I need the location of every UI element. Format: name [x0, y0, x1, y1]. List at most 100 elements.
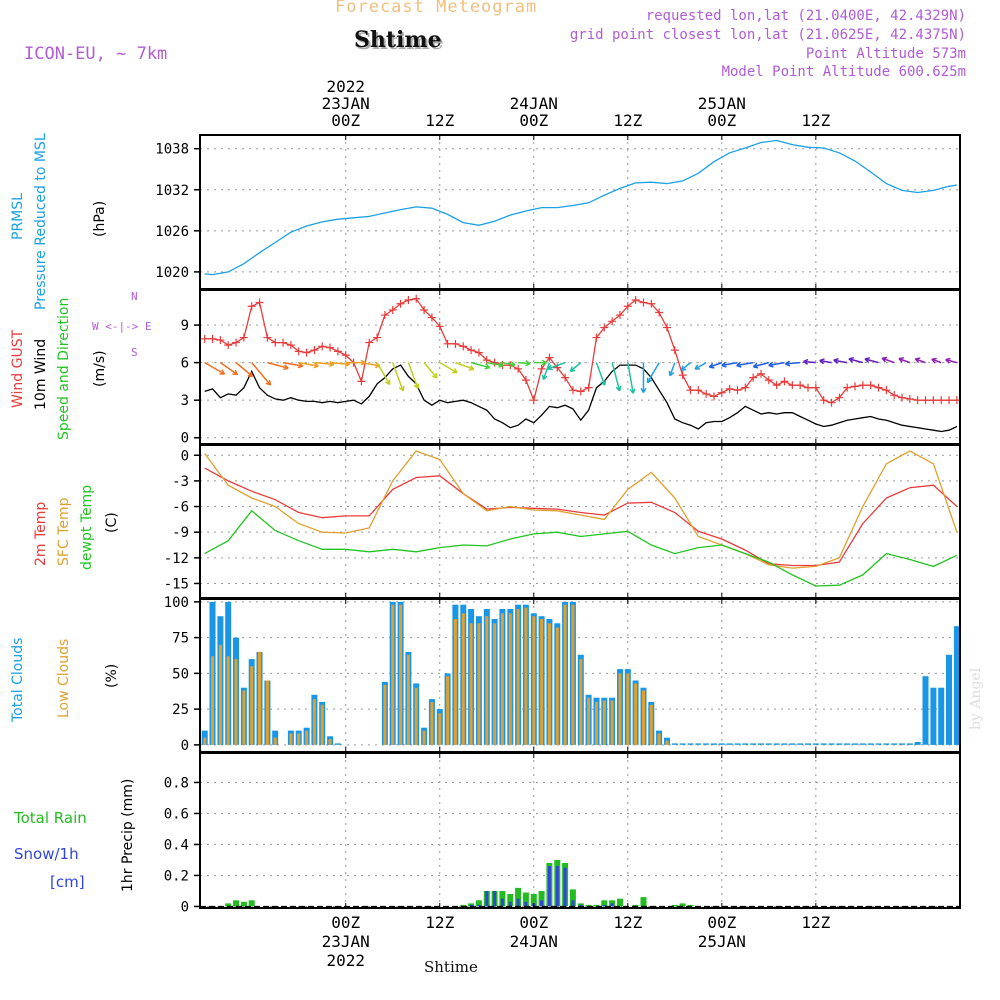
- bar-low-clouds: [234, 659, 238, 745]
- wind-arrow: [753, 361, 770, 368]
- wind-arrow-head: [525, 360, 531, 367]
- bar-total-clouds: [859, 743, 866, 745]
- bar-total-clouds: [938, 687, 945, 745]
- wind-arrow-head: [385, 379, 391, 386]
- bar-total-clouds: [953, 626, 960, 745]
- wind-arrow-head: [640, 387, 647, 393]
- requested-point: requested lon,lat (21.0400E, 42.4329N): [645, 8, 966, 24]
- gust-marker: [945, 396, 954, 405]
- bar-snow-1h: [563, 867, 567, 907]
- bar-total-rain: [640, 897, 647, 907]
- gust-marker: [474, 348, 483, 357]
- gust-marker: [827, 398, 836, 407]
- y-tick-label: -12: [164, 551, 189, 567]
- p5-label-snow: Snow/1h: [14, 845, 79, 863]
- bar-total-clouds: [789, 743, 796, 745]
- wind-arrow: [329, 361, 350, 366]
- wind-arrow-head: [432, 372, 438, 379]
- gust-marker: [451, 339, 460, 348]
- bar-total-clouds: [765, 743, 772, 745]
- gust-marker: [686, 386, 695, 395]
- bar-total-rain: [515, 887, 522, 907]
- wind-arrow: [547, 361, 566, 370]
- gust-marker: [247, 302, 256, 311]
- bar-total-clouds: [718, 743, 725, 745]
- bar-total-clouds: [899, 743, 905, 745]
- gust-marker: [937, 396, 946, 405]
- wind-arrow-head: [219, 369, 226, 375]
- gust-marker: [388, 306, 397, 315]
- wind-arrow: [423, 362, 438, 379]
- gust-marker: [631, 296, 640, 305]
- wind-arrow: [251, 362, 272, 386]
- wind-arrow: [881, 357, 895, 364]
- bottom-time-label: 2022: [326, 951, 365, 970]
- top-time-label: 24JAN: [510, 94, 558, 113]
- y-tick-label: -9: [172, 525, 189, 541]
- bar-low-clouds: [493, 623, 497, 745]
- wind-arrow: [486, 361, 504, 367]
- y-tick-label: 0: [181, 738, 189, 754]
- bar-low-clouds: [242, 690, 246, 745]
- gust-marker: [326, 343, 335, 352]
- gust-marker: [216, 336, 225, 345]
- gust-marker: [459, 342, 468, 351]
- wind-arrow-head: [569, 366, 576, 373]
- wind-arrow-head: [541, 359, 547, 366]
- wind-arrow: [376, 362, 391, 385]
- bar-total-rain: [225, 903, 232, 907]
- gust-marker: [412, 294, 421, 303]
- wind-arrow: [314, 361, 334, 366]
- gust-marker: [224, 341, 233, 350]
- gust-marker: [843, 383, 852, 392]
- wind-arrow: [407, 362, 419, 389]
- panel-frame: [199, 444, 961, 599]
- gust-marker: [733, 386, 742, 395]
- bottom-time-label: 25JAN: [698, 932, 746, 951]
- gust-marker: [341, 351, 350, 360]
- bar-total-clouds: [781, 743, 788, 745]
- top-time-label: 25JAN: [698, 94, 746, 113]
- bar-low-clouds: [414, 687, 418, 745]
- bar-low-clouds: [547, 623, 551, 745]
- wind-arrow: [646, 362, 660, 384]
- wind-arrow-head: [931, 357, 937, 364]
- wind-arrow-head: [600, 380, 607, 386]
- gust-marker: [420, 306, 429, 315]
- wind-arrow-head: [833, 357, 839, 364]
- wind-arrow: [898, 357, 911, 364]
- bar-low-clouds: [453, 619, 457, 745]
- wind-arrow: [455, 361, 475, 371]
- wind-arrow-head: [945, 357, 951, 364]
- gust-marker: [529, 396, 538, 405]
- gust-marker: [725, 384, 734, 393]
- gust-marker: [467, 346, 476, 355]
- bar-low-clouds: [626, 673, 630, 745]
- wind-arrow-head: [708, 362, 715, 369]
- bottom-time-label: 12Z: [801, 913, 830, 932]
- wind-arrow-head: [864, 357, 871, 363]
- bar-low-clouds: [618, 673, 622, 745]
- gust-marker: [819, 396, 828, 405]
- gust-marker: [208, 334, 217, 343]
- bar-low-clouds: [485, 616, 489, 745]
- bar-low-clouds: [657, 733, 661, 745]
- bar-snow-1h: [524, 901, 528, 907]
- wind-arrow: [627, 362, 634, 394]
- gust-marker: [404, 296, 413, 305]
- bar-total-clouds: [742, 743, 749, 745]
- bar-low-clouds: [555, 627, 559, 745]
- bar-total-clouds: [679, 743, 686, 745]
- y-tick-label: 75: [172, 631, 189, 647]
- model-label: ICON-EU, ~ 7km: [24, 44, 168, 64]
- bar-total-clouds: [891, 743, 898, 745]
- gust-marker: [898, 393, 907, 402]
- wind-arrow-head: [629, 388, 636, 394]
- gust-marker: [537, 364, 546, 373]
- bar-total-rain: [233, 900, 239, 907]
- wind-arrow: [736, 361, 754, 367]
- bar-low-clouds: [211, 656, 214, 745]
- bar-snow-1h: [547, 866, 551, 907]
- point-altitude: Point Altitude 573m: [805, 46, 966, 62]
- bar-low-clouds: [571, 604, 575, 745]
